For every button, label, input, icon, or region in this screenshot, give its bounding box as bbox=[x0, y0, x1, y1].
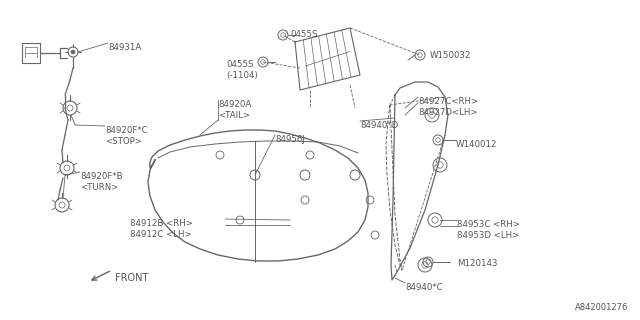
Text: A842001276: A842001276 bbox=[575, 303, 628, 312]
Text: 0455S
(-1104): 0455S (-1104) bbox=[226, 60, 258, 80]
Text: 84912B <RH>
84912C <LH>: 84912B <RH> 84912C <LH> bbox=[130, 219, 193, 239]
Text: 84920F*C
<STOP>: 84920F*C <STOP> bbox=[105, 126, 148, 146]
Text: 84940*D: 84940*D bbox=[360, 121, 398, 130]
Text: W150032: W150032 bbox=[430, 51, 472, 60]
Text: 84920F*B
<TURN>: 84920F*B <TURN> bbox=[80, 172, 123, 192]
Text: 84953C <RH>
84953D <LH>: 84953C <RH> 84953D <LH> bbox=[457, 220, 520, 240]
Text: 0455S: 0455S bbox=[290, 30, 317, 39]
Text: 84927C<RH>
84927D<LH>: 84927C<RH> 84927D<LH> bbox=[418, 97, 478, 117]
Text: 84956J: 84956J bbox=[275, 135, 305, 144]
Circle shape bbox=[71, 50, 75, 54]
Text: W140012: W140012 bbox=[456, 140, 497, 149]
Text: M120143: M120143 bbox=[457, 259, 497, 268]
Text: FRONT: FRONT bbox=[115, 273, 148, 283]
Text: 84940*C: 84940*C bbox=[405, 283, 443, 292]
Text: 84920A
<TAIL>: 84920A <TAIL> bbox=[218, 100, 252, 120]
Text: 84931A: 84931A bbox=[108, 43, 141, 52]
